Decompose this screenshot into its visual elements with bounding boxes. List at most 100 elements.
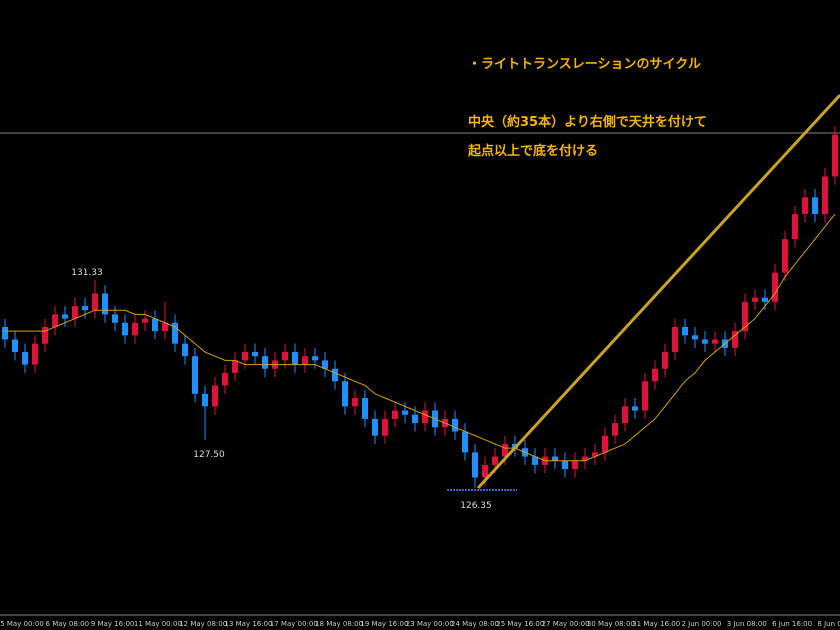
candle-body: [822, 176, 828, 215]
candle-body: [142, 318, 148, 323]
x-tick-label: 12 May 08:00: [179, 620, 227, 628]
candle-body: [502, 444, 508, 457]
candle-body: [532, 456, 538, 465]
candle-body: [562, 460, 568, 470]
x-tick-label: 25 May 16:00: [496, 620, 544, 628]
x-tick-label: 17 May 00:00: [270, 620, 318, 628]
candle-body: [32, 343, 38, 365]
x-tick-label: 23 May 00:00: [406, 620, 454, 628]
price-label: 126.35: [460, 501, 492, 511]
candle-body: [322, 360, 328, 369]
annotation: ・ライトトランスレーションのサイクル: [468, 57, 701, 72]
candle-body: [552, 456, 558, 461]
trend-line: [476, 93, 840, 490]
candle-body: [242, 352, 248, 361]
candle-body: [582, 456, 588, 461]
candle-body: [22, 352, 28, 365]
candle-body: [712, 339, 718, 344]
candle-body: [452, 418, 458, 432]
candle-body: [352, 398, 358, 407]
x-tick-label: 27 May 00:00: [542, 620, 590, 628]
candle-body: [162, 322, 168, 332]
x-tick-label: 13 May 16:00: [224, 620, 272, 628]
x-tick-label: 2 Jun 00:00: [681, 620, 721, 628]
candle-body: [422, 410, 428, 424]
candle-body: [482, 464, 488, 478]
annotation: 起点以上で底を付ける: [467, 143, 598, 159]
candle-body: [62, 314, 68, 319]
candle-body: [122, 322, 128, 336]
x-tick-label: 8 Jun 00:00: [817, 620, 840, 628]
x-tick-label: 6 May 08:00: [46, 620, 90, 628]
candle-body: [42, 326, 48, 344]
candle-body: [152, 318, 158, 332]
candle-body: [362, 398, 368, 419]
candle-body: [622, 406, 628, 424]
candle-body: [282, 352, 288, 361]
candle-body: [572, 460, 578, 470]
candle-body: [462, 431, 468, 453]
x-tick-label: 18 May 08:00: [315, 620, 363, 628]
candle-body: [412, 414, 418, 424]
candle-body: [382, 418, 388, 436]
candle-body: [782, 239, 788, 273]
candle-body: [662, 352, 668, 369]
candle-body: [652, 368, 658, 382]
candle-body: [222, 372, 228, 386]
candle-body: [682, 326, 688, 336]
candle-body: [262, 356, 268, 369]
candle-body: [102, 293, 108, 315]
price-label: 127.50: [193, 450, 225, 460]
candle-body: [402, 410, 408, 415]
candle-body: [2, 326, 8, 340]
candle-body: [762, 297, 768, 302]
candle-body: [172, 322, 178, 344]
candle-body: [672, 326, 678, 353]
moving-average: [5, 213, 836, 462]
candle-body: [472, 452, 478, 478]
candle-body: [492, 456, 498, 465]
candle-body: [292, 352, 298, 365]
candle-body: [112, 314, 118, 323]
candle-body: [372, 418, 378, 436]
candle-body: [82, 306, 88, 311]
candle-body: [212, 385, 218, 407]
candle-body: [12, 339, 18, 353]
x-tick-label: 31 May 16:00: [632, 620, 680, 628]
candle-body: [742, 301, 748, 332]
candle-body: [592, 452, 598, 457]
candle-body: [772, 272, 778, 302]
candle-body: [182, 343, 188, 357]
annotation: 中央（約35本）より右側で天井を付けて: [468, 114, 707, 130]
candle-body: [52, 314, 58, 327]
candle-body: [602, 435, 608, 453]
x-tick-label: 3 Jun 08:00: [727, 620, 767, 628]
candle-body: [792, 214, 798, 240]
candle-body: [302, 356, 308, 365]
candle-body: [732, 331, 738, 348]
candle-body: [132, 322, 138, 336]
candle-body: [612, 423, 618, 436]
candle-body: [692, 335, 698, 340]
candle-body: [232, 360, 238, 373]
candle-body: [72, 306, 78, 319]
x-tick-label: 24 May 08:00: [451, 620, 499, 628]
x-tick-label: 19 May 16:00: [360, 620, 408, 628]
candle-body: [802, 197, 808, 215]
candle-body: [812, 197, 818, 215]
candle-body: [632, 406, 638, 411]
candle-body: [332, 368, 338, 382]
candle-body: [752, 297, 758, 302]
candle-body: [392, 410, 398, 419]
price-label: 131.33: [71, 268, 103, 278]
candle-body: [92, 293, 98, 311]
candle-body: [702, 339, 708, 344]
x-tick-label: 5 May 00:00: [0, 620, 44, 628]
x-tick-label: 11 May 00:00: [134, 620, 182, 628]
candle-body: [252, 352, 258, 357]
candle-body: [642, 381, 648, 411]
x-tick-label: 6 Jun 16:00: [772, 620, 812, 628]
candle-body: [832, 134, 838, 177]
